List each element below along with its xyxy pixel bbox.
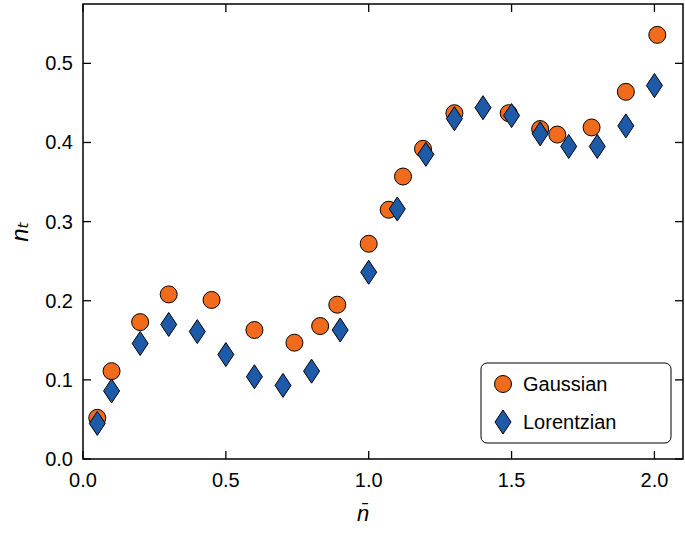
x-tick-label: 2.0 xyxy=(641,469,669,491)
data-point xyxy=(104,379,120,403)
data-point xyxy=(218,343,234,367)
data-point xyxy=(89,411,105,435)
legend-label: Lorentzian xyxy=(523,411,616,433)
data-point xyxy=(589,134,605,158)
data-point xyxy=(246,365,262,389)
data-point xyxy=(395,168,412,185)
data-point xyxy=(361,260,377,284)
legend: Gaussian Lorentzian xyxy=(481,363,671,443)
data-point xyxy=(360,235,377,252)
data-point xyxy=(246,322,263,339)
y-tick-right xyxy=(675,63,683,64)
series-1 xyxy=(89,74,662,436)
plot-area xyxy=(89,26,666,435)
data-point xyxy=(649,26,666,43)
y-tick xyxy=(83,63,91,64)
y-tick-label: 0.5 xyxy=(45,52,73,74)
data-point xyxy=(160,286,177,303)
data-point xyxy=(617,83,634,100)
data-point xyxy=(132,314,149,331)
legend-marker xyxy=(495,410,511,434)
x-tick-label: 1.5 xyxy=(498,469,526,491)
data-point xyxy=(189,320,205,344)
y-tick xyxy=(83,221,91,222)
x-tick xyxy=(654,451,655,459)
data-point xyxy=(203,291,220,308)
y-tick-label: 0.1 xyxy=(45,369,73,391)
data-point xyxy=(161,312,177,336)
chart: 0.0 0.5 1.0 1.5 2.0 0.0 0.1 0.2 0.3 0.4 0.5 n̄ nₜ Gau… xyxy=(0,0,685,535)
y-tick-label: 0.3 xyxy=(45,211,73,233)
data-point xyxy=(329,296,346,313)
data-point xyxy=(304,359,320,383)
y-tick-right xyxy=(675,300,683,301)
data-point xyxy=(504,104,520,128)
y-tick-label: 0.0 xyxy=(45,448,73,470)
y-tick xyxy=(83,379,91,380)
x-tick xyxy=(368,451,369,459)
data-point xyxy=(549,126,566,143)
x-tick-top xyxy=(225,4,226,12)
data-point xyxy=(618,114,634,138)
x-tick-top xyxy=(654,4,655,12)
data-point xyxy=(286,334,303,351)
data-point xyxy=(418,142,434,166)
y-tick-right xyxy=(675,221,683,222)
x-tick-label: 0.0 xyxy=(69,469,97,491)
y-tick xyxy=(83,300,91,301)
legend-marker xyxy=(495,376,512,393)
y-tick-label: 0.4 xyxy=(45,131,73,153)
x-tick-label: 0.5 xyxy=(212,469,240,491)
legend-box xyxy=(481,363,671,443)
data-point xyxy=(583,119,600,136)
data-point xyxy=(561,134,577,158)
x-tick xyxy=(225,451,226,459)
data-point xyxy=(446,107,462,131)
data-point xyxy=(132,331,148,355)
x-tick xyxy=(511,451,512,459)
y-tick-label: 0.2 xyxy=(45,290,73,312)
data-point xyxy=(103,363,120,380)
data-point xyxy=(275,373,291,397)
y-axis-label: nₜ xyxy=(6,221,33,241)
y-tick-right xyxy=(675,142,683,143)
data-point xyxy=(532,122,548,146)
x-tick-top xyxy=(368,4,369,12)
y-tick xyxy=(83,142,91,143)
data-point xyxy=(475,96,491,120)
data-point xyxy=(646,74,662,98)
x-axis-label: n̄ xyxy=(357,501,369,526)
data-point xyxy=(332,318,348,342)
x-tick-top xyxy=(511,4,512,12)
x-tick-label: 1.0 xyxy=(355,469,383,491)
plot-frame xyxy=(83,4,683,459)
y-tick-right xyxy=(675,379,683,380)
data-point xyxy=(312,318,329,335)
legend-label: Gaussian xyxy=(523,373,608,395)
data-point xyxy=(389,197,405,221)
